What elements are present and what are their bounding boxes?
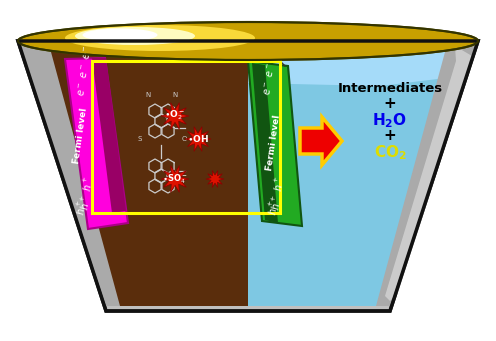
Text: $\mathbf{CO_2}$: $\mathbf{CO_2}$ (373, 144, 406, 162)
Polygon shape (385, 46, 472, 301)
Polygon shape (185, 127, 211, 151)
Polygon shape (92, 58, 126, 213)
Text: +: + (383, 97, 396, 112)
Polygon shape (18, 41, 478, 311)
Text: N: N (172, 92, 177, 98)
Polygon shape (28, 46, 248, 306)
Text: $h^+$: $h^+$ (266, 199, 282, 217)
Text: $e^-$ $e^-$: $e^-$ $e^-$ (262, 62, 278, 96)
Text: $h^+$ $h^+$: $h^+$ $h^+$ (269, 175, 287, 211)
Text: Fermi level: Fermi level (71, 107, 88, 165)
Polygon shape (300, 117, 342, 165)
Text: N: N (145, 92, 150, 98)
Text: $h^+$: $h^+$ (74, 199, 90, 217)
Text: $\bullet$O$_2^-$: $\bullet$O$_2^-$ (164, 108, 186, 122)
Text: $h^+$ $h^+$: $h^+$ $h^+$ (78, 175, 96, 211)
Ellipse shape (75, 27, 195, 45)
Polygon shape (206, 170, 224, 188)
Polygon shape (248, 46, 468, 86)
Polygon shape (248, 61, 302, 226)
Polygon shape (248, 46, 468, 306)
Ellipse shape (82, 29, 158, 42)
Text: Fermi level: Fermi level (265, 115, 281, 172)
Ellipse shape (18, 22, 478, 60)
Text: $e^-$ $e^-$ $e^-$: $e^-$ $e^-$ $e^-$ (76, 45, 94, 98)
Ellipse shape (65, 25, 255, 51)
Text: S: S (138, 136, 142, 142)
Text: $\bullet$SO$_4^-$: $\bullet$SO$_4^-$ (162, 172, 188, 186)
Polygon shape (376, 41, 478, 306)
Bar (92, 61, 280, 213)
Polygon shape (161, 103, 189, 129)
Polygon shape (18, 41, 120, 306)
Text: $\bullet$OH: $\bullet$OH (187, 133, 209, 145)
Polygon shape (252, 63, 278, 223)
Polygon shape (65, 58, 128, 229)
Polygon shape (161, 166, 189, 192)
Text: $\mathbf{H_2O}$: $\mathbf{H_2O}$ (372, 112, 408, 130)
Text: O: O (182, 136, 187, 142)
Text: +: + (383, 129, 396, 144)
Text: Intermediates: Intermediates (337, 83, 442, 95)
